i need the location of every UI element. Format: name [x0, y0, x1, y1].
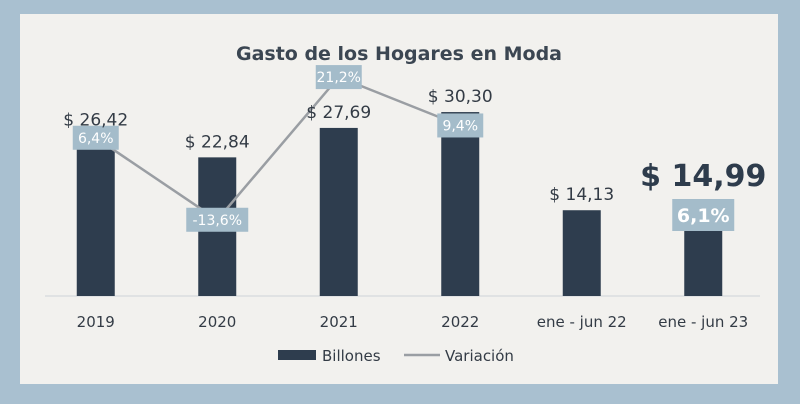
- variation-label-3: 9,4%: [442, 118, 478, 134]
- bar-4: [562, 210, 601, 296]
- value-label-3: $ 30,30: [428, 87, 493, 107]
- bar-0: [76, 135, 115, 296]
- variation-label-box-1: [186, 207, 249, 232]
- bar-2: [319, 127, 358, 297]
- variation-label-2: 21,2%: [317, 70, 361, 86]
- variation-label-box-2: [315, 65, 362, 90]
- category-label-5: ene - jun 23: [658, 313, 748, 331]
- category-label-3: 2022: [441, 313, 479, 331]
- value-label-4: $ 14,13: [549, 185, 614, 205]
- category-label-4: ene - jun 22: [537, 313, 627, 331]
- value-label-5: $ 14,99: [640, 159, 766, 194]
- variation-label-box-0: [72, 125, 119, 150]
- value-label-0: $ 26,42: [63, 111, 128, 131]
- legend-swatch-billones: [278, 350, 316, 360]
- variation-label-box-3: [437, 113, 484, 138]
- variation-line: [95, 75, 461, 222]
- legend-label-variacion: Variación: [445, 347, 514, 365]
- chart-title: Gasto de los Hogares en Moda: [236, 43, 562, 65]
- category-label-2: 2021: [320, 313, 358, 331]
- category-label-1: 2020: [198, 313, 236, 331]
- value-label-2: $ 27,69: [306, 103, 371, 123]
- variation-label-5: 6,1%: [677, 205, 730, 227]
- chart-panel: Gasto de los Hogares en Moda 6,4% -13,6% 2…: [20, 14, 778, 384]
- legend-label-billones: Billones: [322, 347, 381, 365]
- value-label-1: $ 22,84: [185, 132, 250, 152]
- variation-label-0: 6,4%: [78, 131, 114, 147]
- chart-canvas: Gasto de los Hogares en Moda 6,4% -13,6% 2…: [45, 43, 766, 365]
- category-label-0: 2019: [77, 313, 115, 331]
- variation-label-1: -13,6%: [192, 213, 242, 229]
- bar-3: [441, 112, 480, 296]
- variation-label-box-5: [672, 199, 735, 231]
